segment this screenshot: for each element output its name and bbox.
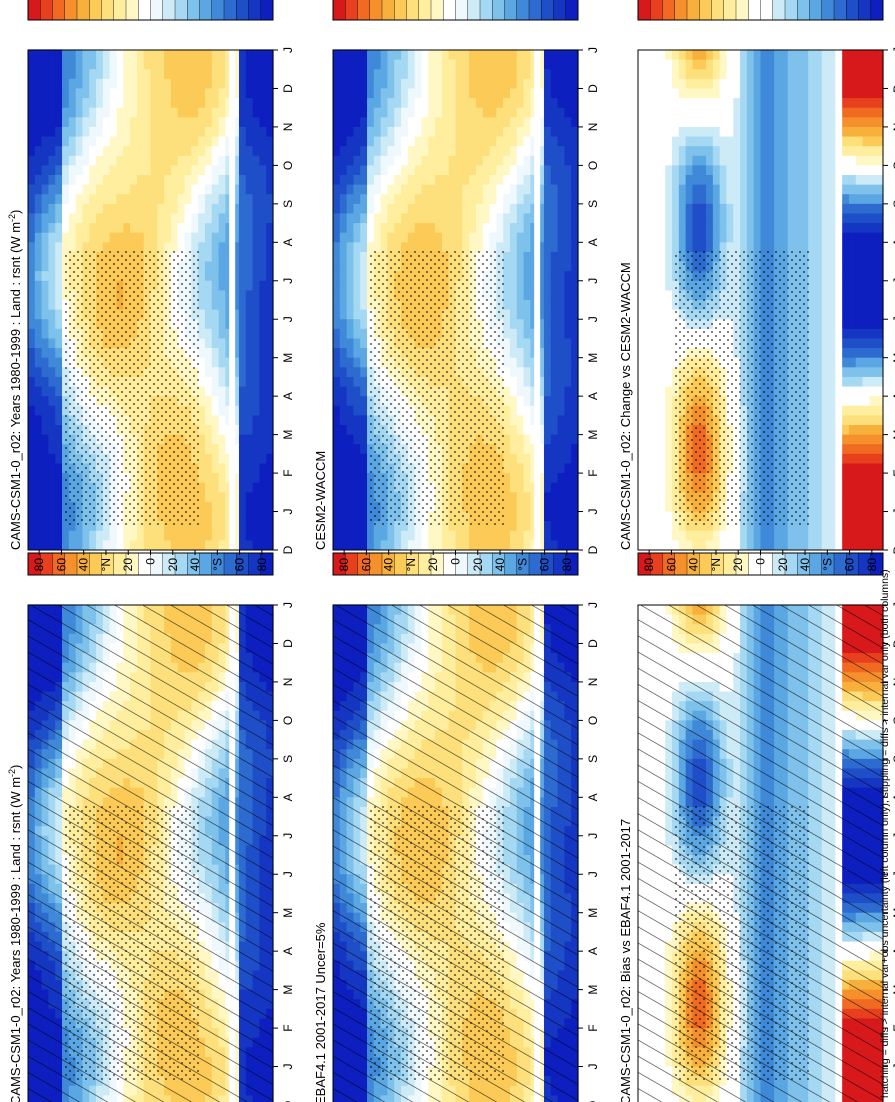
- month-tick-label: O: [586, 716, 600, 725]
- panel-title-end: ): [8, 765, 23, 769]
- month-tick-label: N: [281, 678, 295, 687]
- month-tick-label: A: [281, 947, 295, 955]
- month-tick-label: N: [586, 678, 600, 687]
- hatching-overlay: [333, 605, 578, 1102]
- panel-title-sup: -2: [7, 769, 17, 777]
- month-tick-label: J: [281, 602, 295, 608]
- month-tick-label: O: [281, 716, 295, 725]
- panel-title: CAMS-CSM1-0_r02: Years 1980-1999 : Land …: [7, 765, 23, 1102]
- month-tick-label: S: [586, 755, 600, 763]
- month-tick-label: J: [586, 871, 600, 877]
- month-tick-label: D: [281, 639, 295, 648]
- month-tick-label: J: [281, 1064, 295, 1070]
- month-tick-label: J: [281, 871, 295, 877]
- panel-obs: DJFMAMJJASONDJ806040°N2002040°S6080EBAF4…: [313, 528, 600, 1102]
- panel-grid: DJFMAMJJASONDJ806040°N2002040°S6080CAMS-…: [7, 0, 895, 1102]
- month-tick-label: A: [586, 947, 600, 955]
- month-tick-label: J: [281, 833, 295, 839]
- month-tick-label: A: [586, 793, 600, 801]
- panel-model-mean: DJFMAMJJASONDJ806040°N2002040°S6080CAMS-…: [7, 528, 295, 1102]
- panel-title-main: EBAF4.1 2001-2017 Uncer=5%: [313, 922, 328, 1102]
- month-tick-label: J: [586, 602, 600, 608]
- month-tick-label: S: [281, 755, 295, 763]
- month-tick-label: M: [586, 908, 600, 918]
- hatching-overlay: [28, 605, 273, 1102]
- month-tick-label: M: [586, 985, 600, 995]
- panel-bias: DJFMAMJJASONDJ806040°N2002040°S6080CAMS-…: [618, 530, 895, 1102]
- month-tick-label: M: [281, 985, 295, 995]
- month-tick-label: D: [586, 639, 600, 648]
- month-tick-label: A: [281, 793, 295, 801]
- month-tick-label: F: [281, 1024, 295, 1031]
- month-tick-label: M: [281, 908, 295, 918]
- month-tick-label: J: [586, 1064, 600, 1070]
- panel-title-main: CAMS-CSM1-0_r02: Years 1980-1999 : Land …: [8, 777, 23, 1102]
- month-tick-label: J: [586, 833, 600, 839]
- month-tick-label: F: [586, 1024, 600, 1031]
- panel-title: EBAF4.1 2001-2017 Uncer=5%: [313, 922, 328, 1102]
